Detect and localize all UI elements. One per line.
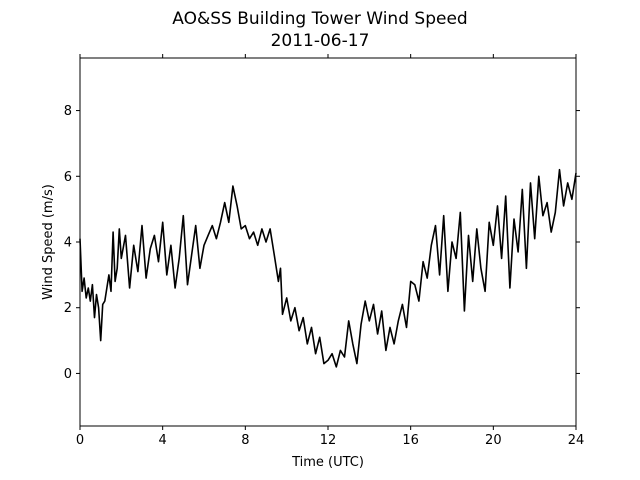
series-layer <box>79 168 577 368</box>
x-tick-label: 20 <box>485 433 502 448</box>
x-tick-label: 0 <box>76 433 84 448</box>
x-tick-label: 24 <box>568 433 585 448</box>
wind-speed-line <box>79 168 577 368</box>
chart-subtitle: 2011-06-17 <box>271 31 370 51</box>
y-axis-label: Wind Speed (m/s) <box>41 184 56 300</box>
x-tick-label: 4 <box>159 433 167 448</box>
plot-frame <box>79 57 577 427</box>
x-tick-label: 8 <box>241 433 249 448</box>
chart-title: AO&SS Building Tower Wind Speed <box>172 9 467 29</box>
plot-area <box>80 58 576 426</box>
y-tick-label: 6 <box>64 170 72 185</box>
x-axis-label: Time (UTC) <box>291 455 364 470</box>
x-tick-label: 16 <box>402 433 419 448</box>
y-tick-label: 2 <box>64 301 72 316</box>
x-tick-label: 12 <box>320 433 337 448</box>
y-tick-label: 8 <box>64 104 72 119</box>
y-tick-label: 4 <box>64 236 72 251</box>
y-tick-label: 0 <box>64 367 72 382</box>
